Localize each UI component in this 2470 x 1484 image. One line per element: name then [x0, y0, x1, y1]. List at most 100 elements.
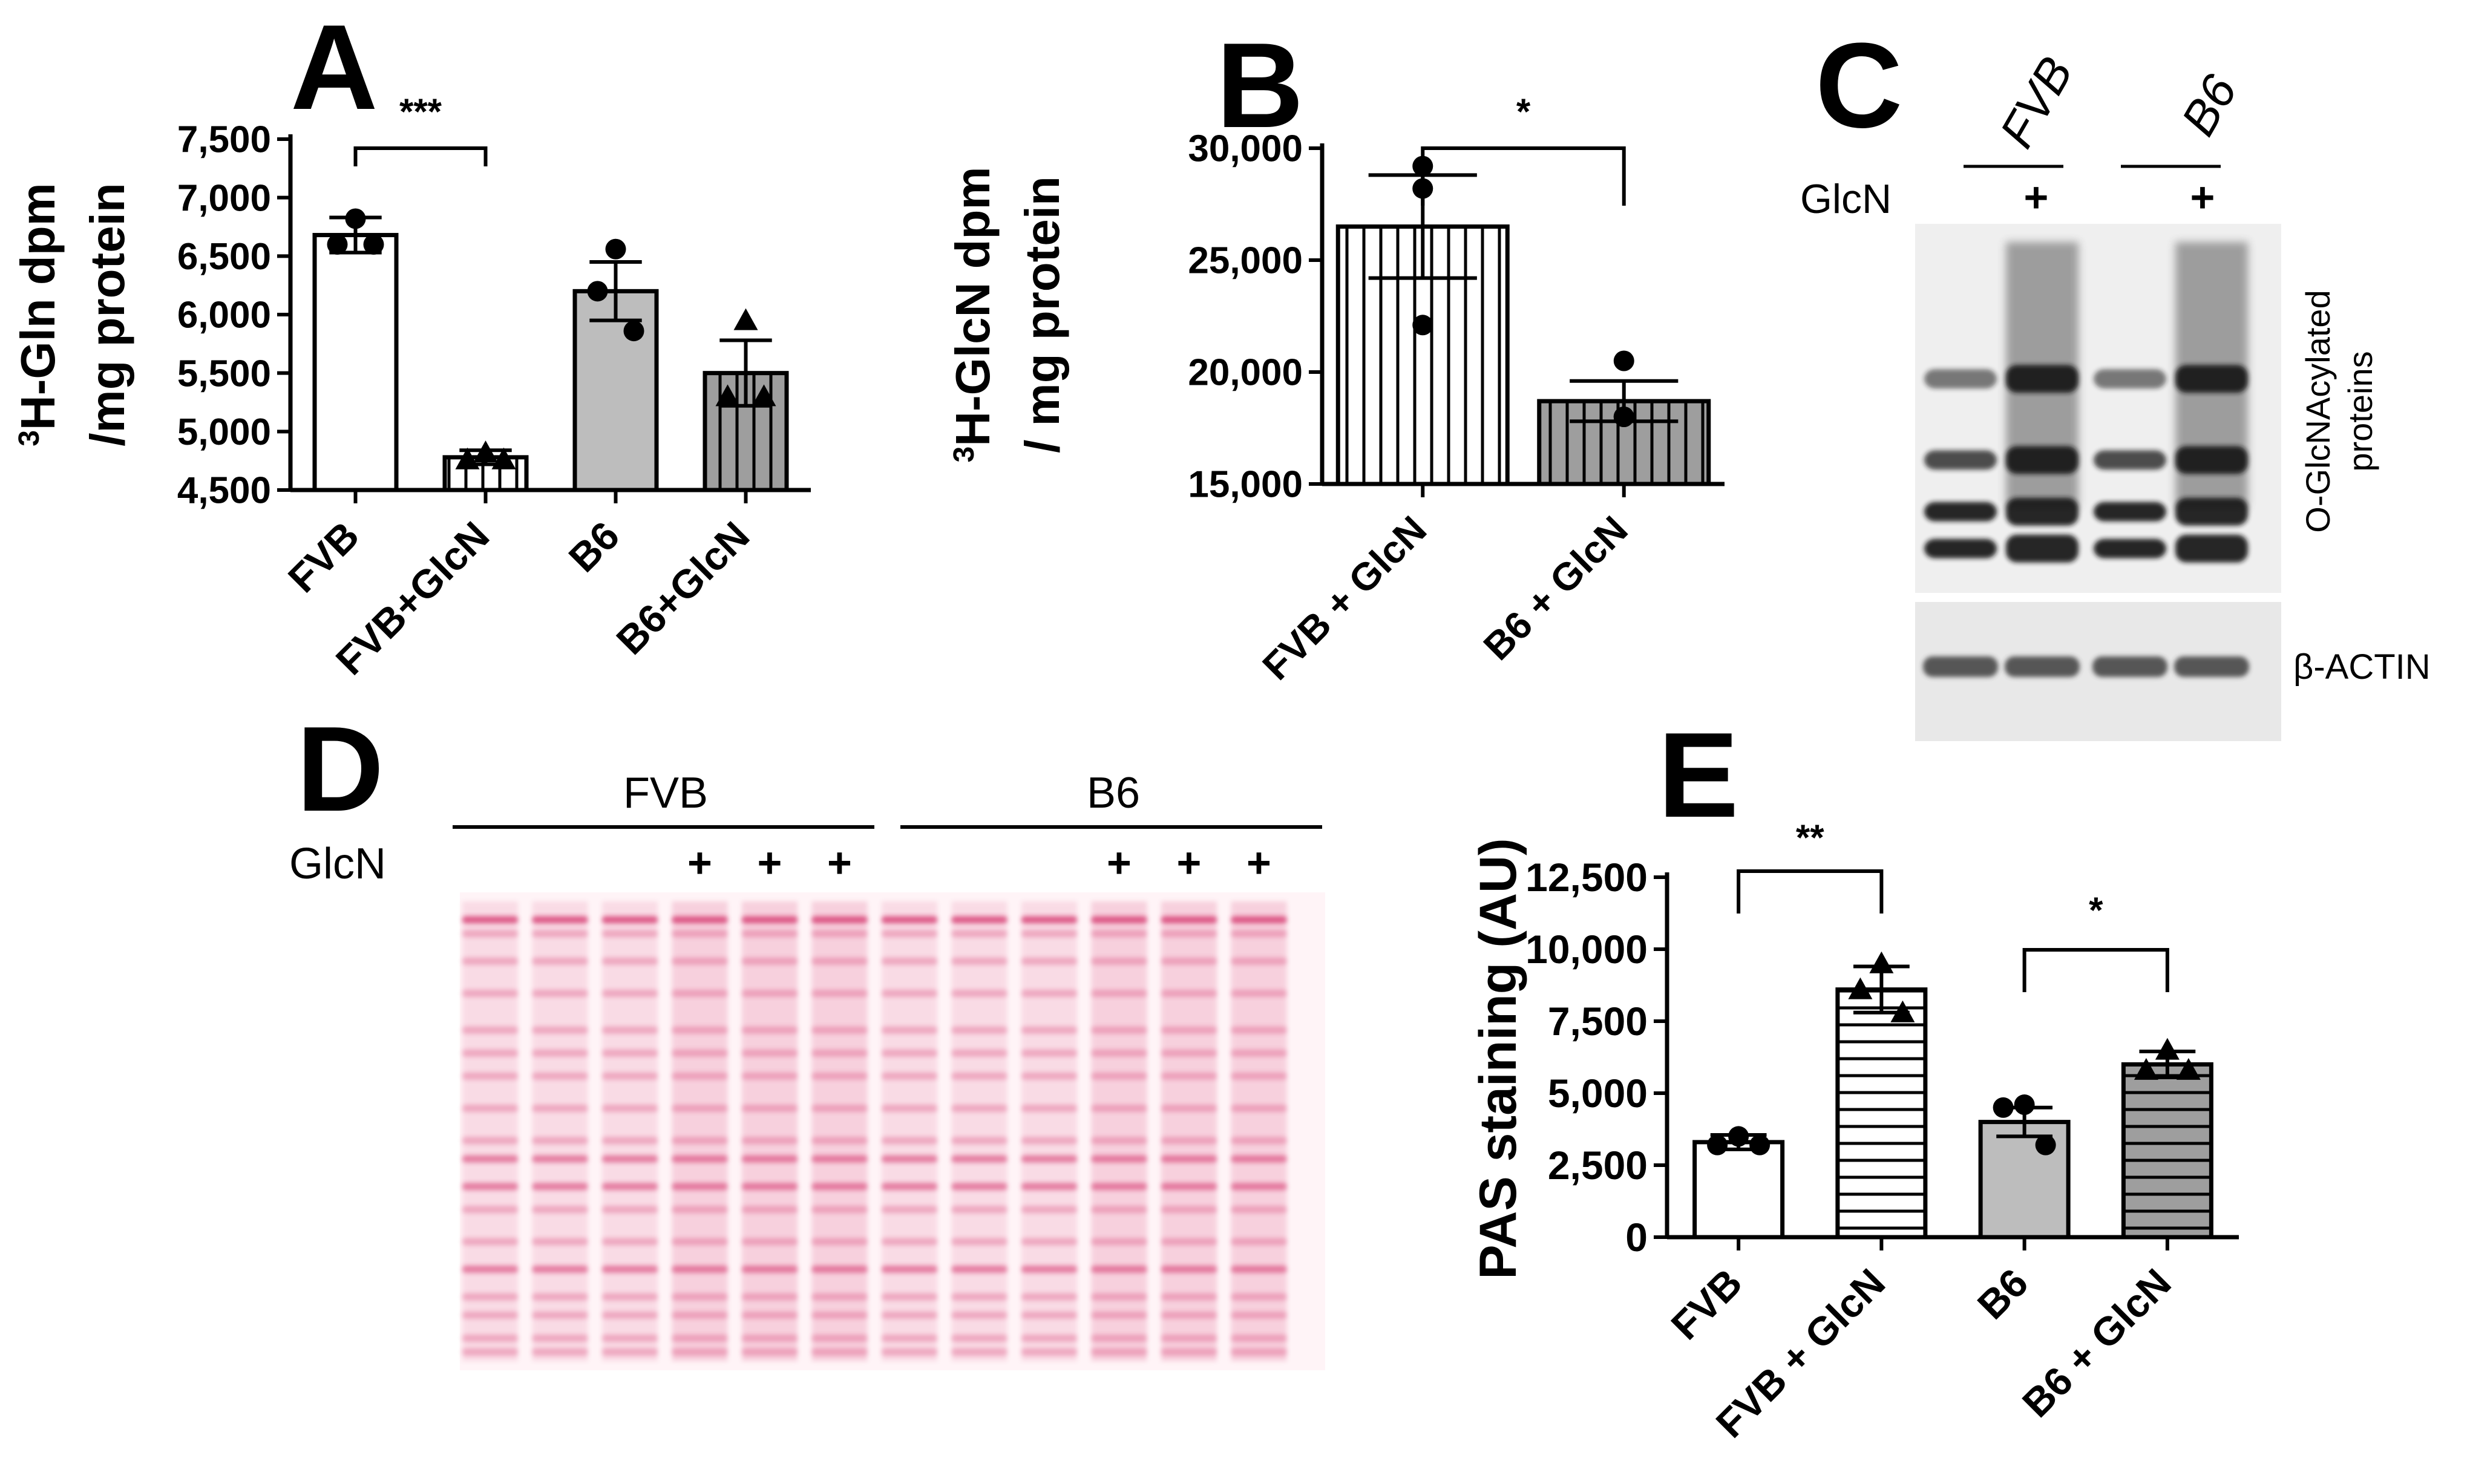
blot-d-band: [811, 930, 868, 938]
blot-d-band: [672, 957, 728, 965]
blot-d-band: [1091, 1137, 1147, 1145]
blot-d-band: [1161, 1049, 1217, 1057]
blot-d-band: [811, 1238, 868, 1246]
blot-d-band: [882, 990, 937, 997]
blot-d-band: [532, 1348, 588, 1356]
blot-d-band: [532, 1238, 588, 1246]
blot-d-band: [1021, 1137, 1077, 1145]
blot-d-band: [882, 916, 937, 924]
blot-d-band: [1231, 1049, 1287, 1057]
blot-d-band: [742, 1105, 798, 1112]
blot-d-band: [742, 1072, 798, 1080]
chart-b-xtick-label: FVB + GlcN: [1254, 508, 1435, 688]
chart-e-ylabel: PAS staining (AU): [1469, 838, 1527, 1279]
panel-label-b: B: [1216, 18, 1303, 153]
blot-d-band: [672, 1049, 728, 1057]
chart-e-point: [1728, 1126, 1749, 1147]
chart-b-point: [1412, 315, 1433, 336]
chart-b-ytick-label: 25,000: [1188, 240, 1303, 282]
blot-d-band: [1161, 1155, 1217, 1163]
blot-d-band: [462, 1348, 518, 1356]
blot-d-band: [742, 990, 798, 997]
blot-d-band: [1231, 990, 1287, 997]
blot-d-band: [951, 916, 1007, 924]
blot-d-band: [951, 1335, 1007, 1342]
chart-a-point: [327, 234, 348, 255]
blot-d-band: [811, 916, 868, 924]
blot-d-band: [1231, 1155, 1287, 1163]
chart-a-point: [733, 308, 758, 330]
chart-e-ytick-label: 7,500: [1548, 999, 1648, 1044]
blot-d-band: [672, 1026, 728, 1034]
blot-d-band: [811, 1072, 868, 1080]
blot-d-band: [951, 1312, 1007, 1319]
chart-b-ytick-label: 20,000: [1188, 352, 1303, 394]
blot-d-band: [951, 1137, 1007, 1145]
blot-d-band: [462, 1312, 518, 1319]
blot-d-band: [1091, 1026, 1147, 1034]
blot-d-band: [1161, 1105, 1217, 1112]
blot-d-band: [532, 1266, 588, 1273]
blot-d-band: [462, 1137, 518, 1145]
blot-d-band: [811, 1312, 868, 1319]
blot-c-bands: [1924, 242, 2248, 563]
blot-d-band: [742, 1206, 798, 1214]
blot-d-band: [742, 1183, 798, 1191]
blot-d-band: [602, 990, 658, 997]
blot-d-band: [672, 1266, 728, 1273]
blot-d-band: [1091, 1072, 1147, 1080]
blot-d-band: [532, 1155, 588, 1163]
blot-d-band: [602, 1105, 658, 1112]
blot-d-band: [882, 1026, 937, 1034]
blot-d-band: [462, 1206, 518, 1214]
blot-c-band: [2175, 497, 2248, 526]
chart-b-point: [1613, 407, 1634, 427]
chart-a-ytick-label: 5,500: [177, 353, 271, 394]
blot-d-band: [742, 1312, 798, 1319]
blot-d-lane: [1091, 901, 1147, 1361]
chart-a-xtick-label: B6: [560, 513, 627, 581]
blot-d-band: [1161, 1293, 1217, 1301]
chart-b-xtick-label: B6 + GlcN: [1475, 508, 1636, 668]
blot-d-band: [1231, 1312, 1287, 1319]
blot-d-band: [532, 1072, 588, 1080]
blot-d-band: [532, 1137, 588, 1145]
blot-c-group-fvb: FVB: [1990, 48, 2083, 156]
blot-c-group-b6: B6: [2171, 66, 2247, 145]
blot-c-band: [1924, 538, 1997, 558]
blot-d-band: [1091, 1049, 1147, 1057]
blot-c-band: [2175, 534, 2248, 563]
blot-d-lane: [462, 901, 518, 1361]
blot-d-band: [811, 1348, 868, 1356]
blot-d-band: [742, 1238, 798, 1246]
blot-d-band: [1231, 1266, 1287, 1273]
blot-d-band: [811, 1026, 868, 1034]
blot-d-lane: [742, 901, 798, 1361]
chart-b-significance-bracket: [1421, 146, 1626, 206]
blot-d-band: [462, 957, 518, 965]
blot-d-band: [1091, 1293, 1147, 1301]
blot-d-band: [1021, 1105, 1077, 1112]
blot-d-band: [1091, 1183, 1147, 1191]
chart-b-ylabel-superscript: 3: [948, 446, 980, 463]
blot-d-band: [1161, 1072, 1217, 1080]
blot-d-band: [1021, 1335, 1077, 1342]
chart-a-point: [473, 440, 498, 463]
blot-c-band: [2175, 446, 2248, 474]
chart-a-point: [623, 321, 644, 342]
blot-d-band: [1161, 1266, 1217, 1273]
blot-d-lane: [602, 901, 658, 1361]
chart-a-point: [605, 238, 626, 260]
blot-d-band: [951, 930, 1007, 938]
blot-d-band: [462, 1105, 518, 1112]
chart-e-point: [2134, 1057, 2158, 1080]
blot-d-band: [462, 930, 518, 938]
blot-d-band: [1231, 1105, 1287, 1112]
blot-d-band: [742, 957, 798, 965]
blot-d-band: [462, 1072, 518, 1080]
blot-d-band: [1161, 916, 1217, 924]
chart-b-ytick-label: 15,000: [1188, 464, 1303, 506]
chart-a-bar: [312, 233, 399, 492]
blot-d-band: [1161, 1137, 1217, 1145]
